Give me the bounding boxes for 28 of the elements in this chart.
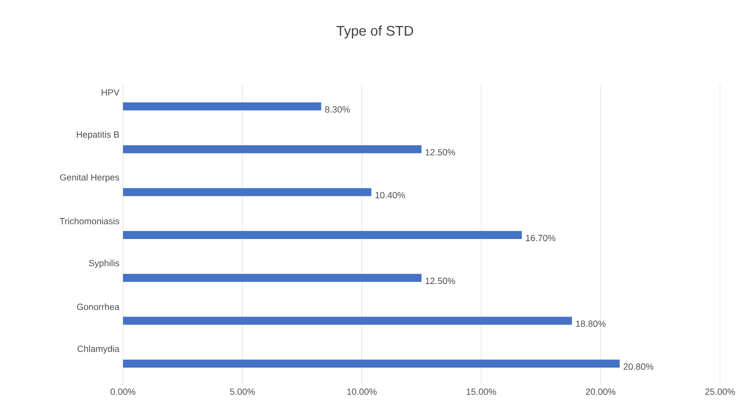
bar xyxy=(123,145,422,154)
chart-title: Type of STD xyxy=(336,26,414,38)
y-tick-label: Hepatitis B xyxy=(76,131,120,140)
bar xyxy=(123,274,422,282)
y-tick-label: Trichomoniasis xyxy=(60,218,120,224)
bar xyxy=(123,102,322,110)
x-tick-label: 5.00% xyxy=(230,388,255,395)
data-label: 20.80% xyxy=(624,363,654,370)
x-tick-label: 15.00% xyxy=(466,388,496,395)
y-tick-label: Chlamydia xyxy=(78,345,120,354)
data-label: 10.40% xyxy=(376,192,405,198)
y-tick-label: HPV xyxy=(102,89,120,96)
data-label: 12.50% xyxy=(426,149,456,156)
data-label: 16.70% xyxy=(526,234,556,242)
bar xyxy=(123,188,372,196)
y-tick-label: Genital Herpes xyxy=(60,174,120,182)
x-tick-label: 10.00% xyxy=(347,388,377,395)
data-label: 18.80% xyxy=(576,320,606,327)
bar xyxy=(123,360,620,368)
x-tick-label: 0.00% xyxy=(110,388,136,395)
bar xyxy=(123,316,572,325)
x-tick-label: 25.00% xyxy=(705,388,735,395)
data-label: 12.50% xyxy=(426,278,456,284)
x-tick-label: 20.00% xyxy=(586,388,616,395)
y-tick-label: Syphilis xyxy=(88,260,120,268)
y-tick-label: Gonorrhea xyxy=(77,303,120,310)
bar xyxy=(123,230,522,239)
data-label: 8.30% xyxy=(325,106,350,113)
